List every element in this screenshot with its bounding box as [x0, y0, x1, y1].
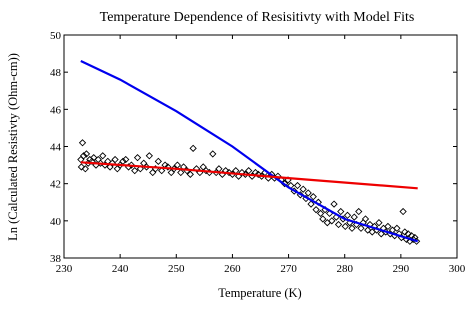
data-point-diamond: [225, 168, 233, 177]
data-point-diamond: [127, 161, 136, 169]
data-point-diamond: [113, 165, 121, 173]
data-point-diamond: [131, 167, 139, 175]
scatter-points: [77, 139, 421, 245]
data-point-diamond: [361, 215, 370, 223]
y-tick-label: 50: [50, 30, 62, 42]
data-point-diamond: [209, 150, 217, 158]
data-point-diamond: [99, 152, 107, 160]
data-point-diamond: [80, 152, 88, 160]
data-point-diamond: [357, 224, 365, 232]
x-axis-label: Temperature (K): [218, 286, 301, 300]
y-tick-label: 40: [50, 216, 62, 228]
data-point-diamond: [375, 219, 383, 227]
data-point-diamond: [164, 163, 172, 171]
data-point-diamond: [234, 172, 243, 180]
data-point-diamond: [334, 220, 343, 229]
data-point-diamond: [364, 226, 372, 234]
y-tick-label: 44: [50, 142, 62, 154]
data-point-diamond: [350, 213, 358, 221]
data-point-diamond: [81, 165, 89, 173]
data-point-diamond: [202, 167, 210, 175]
data-point-diamond: [82, 150, 91, 158]
data-point-diamond: [343, 211, 352, 219]
data-point-diamond: [304, 189, 312, 197]
data-point-diamond: [328, 217, 336, 225]
data-point-diamond: [90, 154, 98, 162]
data-point-diamond: [78, 139, 87, 147]
x-tick-label: 270: [280, 263, 297, 275]
y-tick-label: 48: [50, 67, 62, 79]
data-point-diamond: [77, 163, 86, 171]
data-point-diamond: [404, 230, 412, 238]
data-point-diamond: [177, 168, 185, 177]
axis-ticks: 230 240 250 260 270 280 290 300 38 40 42 44 46 48 50: [50, 30, 466, 275]
blue-fit-line: [80, 60, 419, 243]
x-tick-label: 300: [449, 263, 466, 275]
data-point-diamond: [215, 165, 223, 173]
x-tick-label: 290: [393, 263, 410, 275]
data-point-diamond: [341, 222, 349, 231]
data-point-diamond: [149, 168, 157, 177]
data-point-diamond: [319, 215, 327, 223]
data-point-diamond: [393, 224, 401, 232]
model-fit-lines: [80, 60, 419, 243]
data-point-diamond: [145, 152, 153, 160]
data-point-diamond: [192, 165, 201, 173]
data-point-diamond: [122, 155, 130, 164]
x-tick-label: 260: [224, 263, 241, 275]
data-point-diamond: [348, 224, 356, 232]
data-point-diamond: [133, 154, 142, 162]
data-point-diamond: [299, 185, 307, 193]
x-tick-label: 250: [168, 263, 185, 275]
data-point-diamond: [136, 165, 144, 173]
data-point-diamond: [154, 157, 162, 166]
data-point-diamond: [254, 170, 262, 179]
data-point-diamond: [399, 207, 407, 216]
x-tick-label: 230: [56, 263, 73, 275]
y-tick-label: 42: [50, 179, 61, 191]
data-point-diamond: [199, 163, 207, 171]
y-axis-label: Ln (Calculated Resistivty (Ohm-cm)): [6, 53, 20, 241]
data-point-diamond: [111, 155, 119, 164]
data-point-diamond: [140, 159, 148, 167]
y-tick-label: 46: [50, 104, 62, 116]
data-point-diamond: [167, 168, 175, 177]
data-point-diamond: [96, 159, 105, 167]
data-point-diamond: [293, 181, 302, 190]
data-point-diamond: [307, 200, 315, 208]
y-tick-label: 38: [50, 253, 62, 265]
data-point-diamond: [309, 193, 317, 201]
data-point-diamond: [158, 167, 166, 175]
data-point-diamond: [238, 168, 246, 177]
data-point-diamond: [355, 207, 363, 216]
x-tick-label: 280: [336, 263, 353, 275]
data-point-diamond: [186, 170, 194, 179]
data-point-diamond: [330, 200, 338, 208]
red-fit-line: [80, 161, 418, 190]
data-point-diamond: [337, 207, 345, 216]
x-tick-label: 240: [112, 263, 129, 275]
chart-title: Temperature Dependence of Resisitivty wi…: [100, 10, 415, 25]
data-point-diamond: [316, 209, 325, 218]
data-point-diamond: [401, 228, 409, 236]
data-point-diamond: [189, 144, 197, 152]
plot-frame: [63, 34, 458, 259]
data-point-diamond: [245, 167, 253, 175]
data-point-diamond: [384, 222, 392, 231]
data-point-diamond: [312, 206, 320, 214]
